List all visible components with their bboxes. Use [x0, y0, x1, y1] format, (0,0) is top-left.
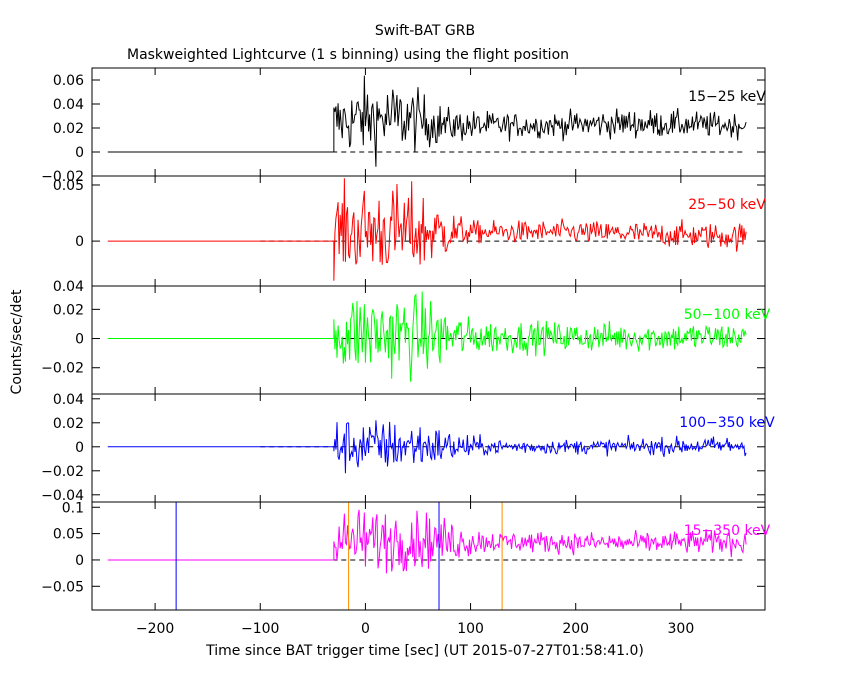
- panel-frame: [91, 393, 766, 503]
- panel-label: 15−350 keV: [684, 523, 771, 539]
- y-tick-label: 0: [75, 145, 84, 161]
- y-tick-label: −0.02: [41, 464, 84, 480]
- series-line: [107, 420, 747, 474]
- panel-label: 15−25 keV: [688, 89, 766, 105]
- panel-3: −0.04 −0.02 0 0.02 0.04 100−350 keV: [41, 392, 775, 504]
- y-tick-label: 0.05: [53, 527, 84, 543]
- panel-frame: [91, 501, 766, 611]
- series-line: [107, 291, 747, 382]
- y-tick-label: 0.06: [53, 73, 84, 89]
- series-line: [107, 509, 747, 574]
- panel-label: 100−350 keV: [679, 415, 775, 431]
- series-line: [107, 75, 747, 167]
- y-tick-label: 0.02: [53, 121, 84, 137]
- y-tick-label: 0.02: [53, 302, 84, 318]
- x-tick-label: −100: [241, 621, 279, 637]
- panel-label: 50−100 keV: [684, 307, 771, 323]
- y-tick-label: 0.04: [53, 97, 84, 113]
- x-tick-label: 200: [562, 621, 589, 637]
- y-tick-label: 0: [75, 332, 84, 348]
- y-tick-label: −0.02: [41, 169, 84, 185]
- x-tick-label: 300: [668, 621, 695, 637]
- y-tick-label: −0.04: [41, 488, 84, 504]
- panels-group: −0.02 0 0.02 0.04 0.06 15−25 keV 0.04 0 0.05 25−5…: [41, 67, 775, 611]
- y-tick-label: 0.05: [53, 178, 84, 194]
- x-tick-label: 0: [361, 621, 370, 637]
- x-axis: −200 −100 0 100 200 300: [136, 621, 694, 637]
- panel-4: −0.05 0 0.05 0.1 15−350 keV: [41, 500, 771, 611]
- panel-frame: [91, 175, 766, 287]
- x-tick-label: −200: [136, 621, 174, 637]
- chart-subtitle: Maskweighted Lightcurve (1 s binning) us…: [127, 47, 569, 63]
- x-axis-label: Time since BAT trigger time [sec] (UT 20…: [205, 643, 644, 659]
- y-tick-label: 0.04: [53, 279, 84, 295]
- chart-title: Swift-BAT GRB: [375, 23, 475, 39]
- y-tick-label: 0.1: [62, 500, 84, 516]
- y-axis-label: Counts/sec/det: [9, 289, 25, 394]
- panel-1: 0.04 0 0.05 25−50 keV: [53, 175, 766, 295]
- panel-0: −0.02 0 0.02 0.04 0.06 15−25 keV: [41, 67, 766, 185]
- y-tick-label: 0: [75, 553, 84, 569]
- y-tick-label: 0.02: [53, 416, 84, 432]
- y-tick-label: 0: [75, 440, 84, 456]
- y-tick-label: −0.05: [41, 579, 84, 595]
- panel-label: 25−50 keV: [688, 197, 766, 213]
- panel-frame: [91, 67, 766, 177]
- series-line: [107, 178, 747, 281]
- x-tick-label: 100: [457, 621, 484, 637]
- y-tick-label: −0.02: [41, 361, 84, 377]
- y-tick-label: 0.04: [53, 392, 84, 408]
- y-tick-label: 0: [75, 234, 84, 250]
- panel-2: −0.02 0 0.02 50−100 keV: [41, 285, 771, 395]
